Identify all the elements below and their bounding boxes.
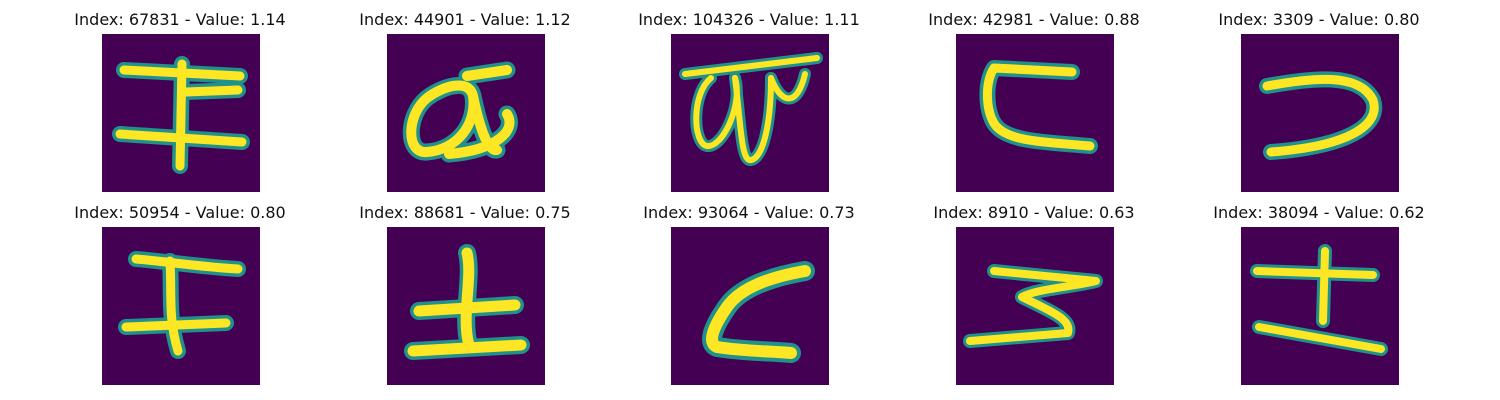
glyph-image bbox=[102, 34, 260, 192]
glyph-drawing bbox=[112, 56, 250, 174]
panel-2: Index: 44901 - Value: 1.12 bbox=[325, 10, 605, 200]
glyph-image bbox=[671, 227, 829, 385]
glyph-image bbox=[102, 227, 260, 385]
panel-title: Index: 42981 - Value: 0.88 bbox=[928, 10, 1140, 29]
panel-title: Index: 88681 - Value: 0.75 bbox=[359, 203, 571, 222]
panel-title: Index: 44901 - Value: 1.12 bbox=[359, 10, 571, 29]
panel-title: Index: 8910 - Value: 0.63 bbox=[933, 203, 1135, 222]
panel-5: Index: 3309 - Value: 0.80 bbox=[1179, 10, 1459, 200]
glyph-image bbox=[671, 34, 829, 192]
glyph-drawing bbox=[1259, 71, 1383, 160]
glyph-drawing bbox=[963, 264, 1103, 348]
glyph-image bbox=[1241, 227, 1399, 385]
panel-title: Index: 67831 - Value: 1.14 bbox=[74, 10, 286, 29]
glyph-drawing bbox=[679, 52, 823, 166]
glyph-drawing bbox=[402, 61, 518, 163]
glyph-image bbox=[956, 227, 1114, 385]
glyph-drawing bbox=[702, 261, 815, 363]
panel-7: Index: 88681 - Value: 0.75 bbox=[325, 203, 605, 393]
panel-10: Index: 38094 - Value: 0.62 bbox=[1179, 203, 1459, 393]
glyph-image bbox=[956, 34, 1114, 192]
glyph-image bbox=[387, 34, 545, 192]
glyph-drawing bbox=[979, 60, 1098, 154]
glyph-drawing bbox=[118, 251, 246, 359]
panel-9: Index: 8910 - Value: 0.63 bbox=[894, 203, 1174, 393]
glyph-image bbox=[387, 227, 545, 385]
glyph-drawing bbox=[404, 244, 530, 360]
panel-3: Index: 104326 - Value: 1.11 bbox=[609, 10, 889, 200]
glyph-drawing bbox=[1250, 244, 1388, 356]
panel-title: Index: 50954 - Value: 0.80 bbox=[74, 203, 286, 222]
panel-8: Index: 93064 - Value: 0.73 bbox=[609, 203, 889, 393]
panel-6: Index: 50954 - Value: 0.80 bbox=[40, 203, 320, 393]
panel-4: Index: 42981 - Value: 0.88 bbox=[894, 10, 1174, 200]
panel-1: Index: 67831 - Value: 1.14 bbox=[40, 10, 320, 200]
panel-title: Index: 3309 - Value: 0.80 bbox=[1218, 10, 1420, 29]
glyph-image bbox=[1241, 34, 1399, 192]
panel-title: Index: 38094 - Value: 0.62 bbox=[1213, 203, 1425, 222]
panel-title: Index: 93064 - Value: 0.73 bbox=[643, 203, 855, 222]
panel-title: Index: 104326 - Value: 1.11 bbox=[638, 10, 860, 29]
